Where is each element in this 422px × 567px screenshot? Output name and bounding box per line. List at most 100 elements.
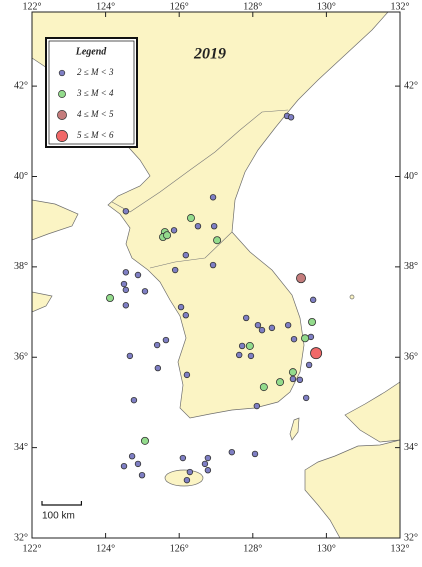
tsushima <box>289 417 300 441</box>
earthquake <box>182 312 190 319</box>
earthquake <box>301 334 310 343</box>
lon-label: 122° <box>23 543 42 554</box>
scale-bar <box>41 501 83 506</box>
earthquake <box>284 321 292 329</box>
earthquake <box>276 378 285 387</box>
earthquake <box>182 251 190 259</box>
earthquake <box>204 454 212 462</box>
earthquake <box>242 314 250 322</box>
legend-label: 4 ≤ M < 5 <box>77 109 114 119</box>
lat-label: 38° <box>14 261 28 272</box>
earthquake <box>186 214 195 223</box>
earthquake <box>296 376 304 384</box>
lon-label: 124° <box>96 1 115 12</box>
earthquake <box>238 342 246 350</box>
lon-label: 122° <box>23 1 42 12</box>
earthquake <box>247 352 255 360</box>
earthquake <box>228 448 236 456</box>
earthquake <box>201 460 209 468</box>
earthquake <box>140 436 149 445</box>
earthquake <box>134 460 142 468</box>
earthquake <box>251 450 259 458</box>
earthquake <box>120 280 128 288</box>
earthquake <box>235 351 243 359</box>
earthquake <box>128 453 136 460</box>
lat-label: 36° <box>14 352 28 363</box>
earthquake <box>122 302 130 309</box>
lat-label: 36° <box>404 352 418 363</box>
legend-marker <box>58 90 66 98</box>
earthquake <box>288 368 297 377</box>
lon-label: 124° <box>96 543 115 554</box>
legend-label: 3 ≤ M < 4 <box>76 88 114 98</box>
lat-label: 40° <box>404 171 418 182</box>
earthquake <box>141 288 149 295</box>
lat-label: 34° <box>404 442 418 453</box>
border <box>149 231 233 269</box>
earthquake <box>153 341 161 349</box>
earthquake <box>289 375 297 383</box>
earthquake <box>210 222 218 230</box>
earthquake <box>130 396 138 404</box>
earthquake <box>194 222 202 230</box>
lat-label: 32° <box>14 532 28 543</box>
earthquake <box>126 352 134 360</box>
lon-label: 130° <box>317 1 336 12</box>
earthquake <box>120 462 128 470</box>
earthquake <box>302 394 310 402</box>
lat-label: 42° <box>14 80 28 91</box>
lat-label: 34° <box>14 442 28 453</box>
earthquake <box>309 296 317 304</box>
earthquake <box>245 341 254 350</box>
earthquake <box>204 467 212 474</box>
earthquake <box>179 454 187 462</box>
map-title: 2019 <box>193 46 226 63</box>
earthquake <box>287 114 295 121</box>
earthquake <box>162 336 170 344</box>
earthquake <box>213 236 222 245</box>
lon-label: 132° <box>391 543 410 554</box>
lon-label: 130° <box>317 543 336 554</box>
lon-label: 128° <box>243 1 262 12</box>
earthquake <box>183 371 191 379</box>
lon-label: 128° <box>243 543 262 554</box>
earthquake <box>106 294 115 303</box>
earthquake <box>258 326 266 334</box>
earthquake <box>122 286 130 294</box>
earthquake <box>171 266 179 274</box>
earthquake <box>296 273 307 284</box>
earthquake <box>259 383 268 392</box>
scale-label: 100 km <box>42 511 75 522</box>
earthquake <box>305 361 313 369</box>
lon-label: 126° <box>170 543 189 554</box>
lat-label: 42° <box>404 80 418 91</box>
earthquake <box>186 468 194 476</box>
earthquake <box>308 317 317 326</box>
ulleungdo <box>349 294 355 300</box>
earthquake <box>177 303 185 311</box>
frame <box>31 11 401 539</box>
legend-label: 2 ≤ M < 3 <box>77 67 114 77</box>
earthquake <box>254 321 262 329</box>
lat-label: 32° <box>404 532 418 543</box>
earthquake <box>183 476 191 484</box>
earthquake <box>268 324 276 332</box>
lon-label: 132° <box>391 1 410 12</box>
earthquake <box>310 347 323 360</box>
earthquake <box>170 227 178 234</box>
legend-box-inner <box>48 40 135 145</box>
jeju <box>164 469 204 487</box>
legend-title: Legend <box>75 46 108 57</box>
earthquake <box>134 271 142 279</box>
earthquake <box>209 194 217 201</box>
legend-marker <box>57 110 67 120</box>
earthquake <box>290 335 298 343</box>
earthquake <box>138 471 146 479</box>
earthquake <box>122 269 130 276</box>
lon-label: 126° <box>170 1 189 12</box>
border <box>111 109 289 213</box>
lat-label: 40° <box>14 171 28 182</box>
earthquake <box>154 364 162 372</box>
earthquake <box>209 261 217 269</box>
